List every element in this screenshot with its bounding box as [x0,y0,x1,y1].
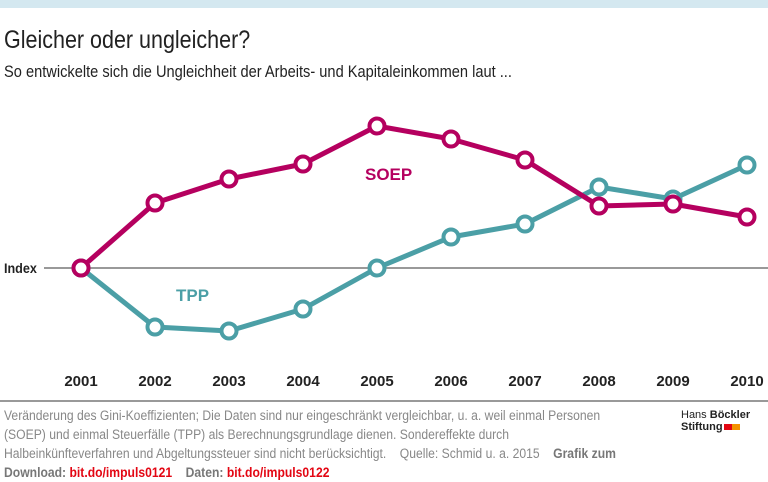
top-band [0,0,768,8]
data-point-soep-2007 [515,150,535,170]
x-tick-label-2006: 2006 [434,373,467,390]
series-label-tpp: TPP [176,286,209,305]
chart-subtitle: So entwickelte sich die Ungleichheit der… [4,62,512,81]
baseline-label: Index [4,260,37,276]
data-point-tpp-2004 [293,299,313,319]
series-label-soep: SOEP [365,165,412,184]
data-point-soep-2004 [293,154,313,174]
footnote: Veränderung des Gini-Koeffizienten; Die … [4,406,634,482]
data-point-soep-2003 [219,169,239,189]
data-point-soep-2009 [663,194,683,214]
series-line-tpp [79,162,749,334]
download-link[interactable]: bit.do/impuls0121 [69,465,173,480]
data-point-tpp-2006 [441,227,461,247]
footnote-text: Veränderung des Gini-Koeffizienten; Die … [4,408,601,461]
series-line-soep [79,123,748,270]
data-point-tpp-2002 [145,317,165,337]
logo-text-boeckler: Böckler [709,409,751,421]
data-point-tpp-2003 [219,321,239,341]
x-tick-label-2010: 2010 [730,373,763,390]
source-text: Quelle: Schmid u. a. 2015 [399,446,540,461]
data-point-tpp-2010 [737,155,757,175]
logo-red-square [723,424,732,430]
data-point-tpp-2007 [515,214,535,234]
hans-boeckler-logo: Hans Böckler Stiftung [681,409,750,433]
x-tick-label-2004: 2004 [286,373,320,390]
x-tick-label-2009: 2009 [656,373,689,390]
x-tick-label-2008: 2008 [582,373,615,390]
data-point-soep-2008 [589,196,609,216]
data-label: Daten: [185,465,224,480]
data-point-soep-2005 [367,116,387,136]
data-point-soep-2006 [441,129,461,149]
data-point-tpp-2005 [367,258,387,278]
footer-divider [0,400,768,402]
line-chart: Index TPP SOEP 2001 2002 2003 2004 2005 2006 20… [4,116,768,390]
x-tick-label-2005: 2005 [360,373,393,390]
data-point-soep-2002 [145,193,165,213]
data-link[interactable]: bit.do/impuls0122 [226,465,330,480]
x-tick-label-2002: 2002 [138,373,171,390]
x-tick-label-2003: 2003 [212,373,245,390]
data-point-soep-2001 [71,258,91,278]
x-tick-label-2001: 2001 [64,373,97,390]
data-point-tpp-2008 [589,177,609,197]
logo-orange-square [731,424,740,430]
logo-text-stiftung: Stiftung [681,421,723,433]
chart-title: Gleicher oder ungleicher? [4,26,251,54]
logo-text-hans: Hans [681,409,707,421]
data-point-soep-2010 [737,207,757,227]
x-tick-label-2007: 2007 [508,373,541,390]
